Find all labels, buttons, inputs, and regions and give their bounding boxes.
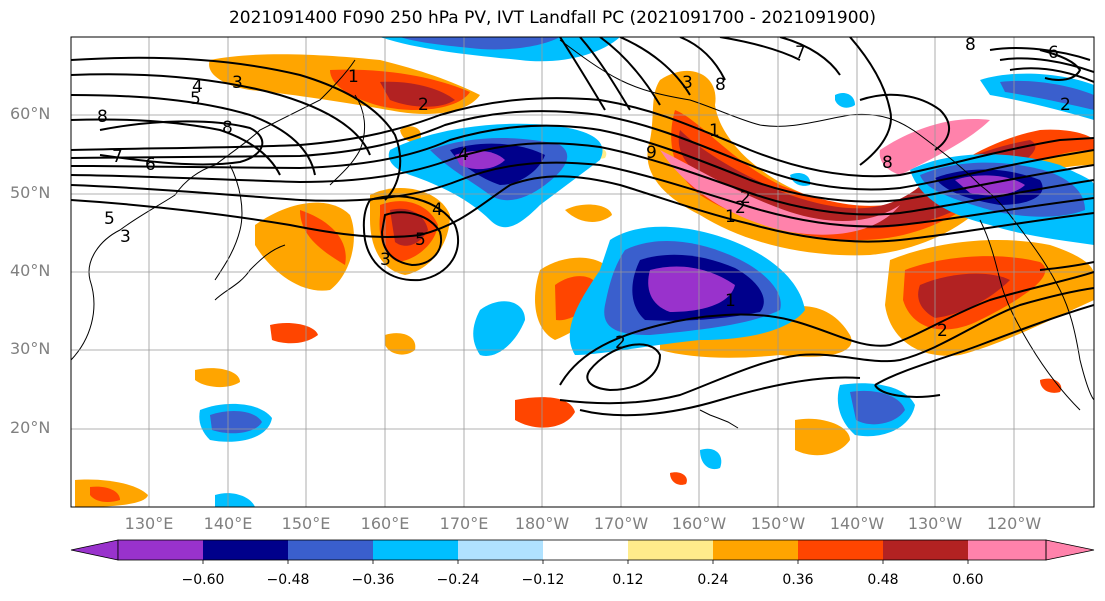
colorbar-segment <box>458 540 543 560</box>
lat-label-30n: 30°N <box>10 339 51 358</box>
colorbar-tick-label: −0.60 <box>181 572 225 588</box>
contour-label: 1 <box>725 291 736 311</box>
contour-label: 5 <box>415 230 426 250</box>
colorbar-tick-label: −0.36 <box>351 572 395 588</box>
colorbar-segment <box>798 540 883 560</box>
contour-label: 2 <box>740 188 751 208</box>
contour-label: 2 <box>735 198 746 218</box>
colorbar <box>70 539 1095 564</box>
contour-label: 2 <box>937 321 948 341</box>
contour-label: 2 <box>1060 95 1071 115</box>
contour-label: 3 <box>682 73 693 93</box>
contour-label: 5 <box>104 209 115 229</box>
colorbar-segment <box>118 540 203 560</box>
contour-label: 8 <box>715 75 726 95</box>
colorbar-segment <box>203 540 288 560</box>
map-frame <box>70 36 1095 508</box>
colorbar-segment <box>288 540 373 560</box>
contour-label: 8 <box>965 35 976 55</box>
contour-label: 3 <box>232 73 243 93</box>
colorbar-tick-label: 0.36 <box>782 572 814 588</box>
colorbar-extend-high <box>1045 539 1095 561</box>
lat-label-60n: 60°N <box>10 104 51 123</box>
contour-label: 4 <box>432 200 443 220</box>
lon-label: 170°E <box>439 514 489 533</box>
lon-label: 150°W <box>750 514 806 533</box>
colorbar-tick-label: −0.24 <box>436 572 480 588</box>
lat-label-50n: 50°N <box>10 183 51 202</box>
contour-label: 7 <box>795 43 806 63</box>
lon-label: 140°W <box>829 514 885 533</box>
contour-label: 4 <box>192 77 203 97</box>
contour-label: 2 <box>418 95 429 115</box>
colorbar-segment <box>373 540 458 560</box>
lat-label-20n: 20°N <box>10 418 51 437</box>
lon-label: 130°E <box>124 514 174 533</box>
contour-label: 1 <box>348 67 359 87</box>
lon-label: 130°W <box>907 514 963 533</box>
colorbar-tick-label: −0.12 <box>521 572 565 588</box>
contour-label: 3 <box>380 250 391 270</box>
lon-label: 160°E <box>360 514 410 533</box>
colorbar-segment <box>628 540 713 560</box>
contour-label-group: 4 5 8 3 1 2 8 6 7 5 3 4 3 4 5 3 8 9 1 2 … <box>97 35 1071 353</box>
contour-label: 6 <box>1048 43 1059 63</box>
colorbar-tick-label: 0.48 <box>867 572 899 588</box>
contour-label: 4 <box>458 145 469 165</box>
lon-label: 180°W <box>514 514 570 533</box>
contour-label: 1 <box>725 207 736 227</box>
figure-title: 2021091400 F090 250 hPa PV, IVT Landfall… <box>228 8 876 28</box>
colorbar-extend-low <box>70 539 119 561</box>
colorbar-tick-label: 0.60 <box>952 572 984 588</box>
map-plot-area <box>71 37 1094 507</box>
colorbar-tick-label: 0.12 <box>612 572 644 588</box>
colorbar-segment <box>543 540 628 560</box>
lon-label: 160°W <box>671 514 727 533</box>
lon-label: 140°E <box>203 514 253 533</box>
colorbar-segment <box>883 540 968 560</box>
contour-label: 8 <box>222 118 233 138</box>
contour-label: 6 <box>145 155 156 175</box>
colorbar-segment <box>713 540 798 560</box>
contour-label: 2 <box>615 333 626 353</box>
ivt-contours <box>71 37 1094 417</box>
contour-label: 8 <box>97 107 108 127</box>
contour-label: 8 <box>882 153 893 173</box>
contour-label: 3 <box>120 227 131 247</box>
contour-label: 7 <box>112 147 123 167</box>
colorbar-tick-label: −0.48 <box>266 572 310 588</box>
lon-label: 150°E <box>281 514 331 533</box>
contour-label: 5 <box>190 89 201 109</box>
contour-label: 1 <box>709 121 720 141</box>
lon-label: 170°W <box>593 514 649 533</box>
lon-label: 120°W <box>986 514 1042 533</box>
colorbar-segment <box>968 540 1046 560</box>
lat-label-40n: 40°N <box>10 261 51 280</box>
contour-label: 9 <box>646 143 657 163</box>
colorbar-tick-label: 0.24 <box>697 572 729 588</box>
